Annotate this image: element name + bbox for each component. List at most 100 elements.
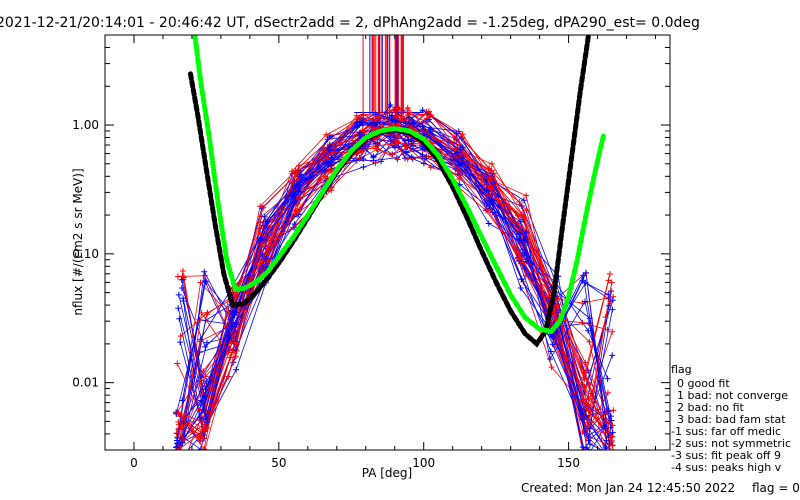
- measurement-point: [178, 284, 185, 291]
- flag-legend-entry: 0 good fit: [677, 377, 730, 390]
- measurement-point: [581, 454, 587, 460]
- measurement-point: [392, 141, 399, 148]
- measurement-point: [179, 267, 186, 274]
- measurement-point: [196, 407, 203, 414]
- measurement-point: [175, 291, 182, 298]
- measurement-point: [198, 309, 205, 316]
- measurement-point: [585, 327, 592, 334]
- measurement-point: [327, 133, 334, 140]
- measurement-point: [201, 450, 207, 456]
- measurement-point: [606, 453, 612, 459]
- measurement-point: [517, 218, 524, 225]
- measurement-point: [602, 314, 609, 321]
- x-axis-label: PA [deg]: [362, 466, 412, 480]
- measurement-point: [605, 463, 611, 469]
- measurement-point: [204, 309, 211, 316]
- measurement-point: [295, 189, 302, 196]
- measurement-point: [605, 420, 612, 427]
- flag-legend-title: flag: [671, 363, 692, 376]
- chart-title: 2021-12-21/20:14:01 - 20:46:42 UT, dSect…: [0, 15, 700, 31]
- measurement-point: [425, 108, 432, 115]
- measurement-point: [175, 453, 181, 459]
- measurement-point: [294, 207, 301, 214]
- measurement-point: [579, 429, 586, 436]
- flag-legend-entry: -4 sus: peaks high v: [671, 461, 782, 474]
- measurement-point: [182, 449, 184, 450]
- data-layer: [173, 35, 617, 469]
- measurement-point: [605, 454, 611, 460]
- measurement-point: [459, 131, 466, 138]
- measurement-point: [606, 270, 613, 277]
- measurement-point: [173, 444, 180, 450]
- measurement-point: [262, 255, 269, 262]
- flag-legend-entry: -1 sus: far off medic: [671, 425, 781, 438]
- measurement-point: [520, 259, 527, 266]
- measurement-point: [608, 454, 614, 460]
- x-tick-label: 50: [271, 456, 286, 470]
- measurement-point: [609, 453, 615, 459]
- measurement-point: [325, 167, 332, 174]
- measurement-point: [357, 132, 364, 139]
- measurement-point: [488, 167, 495, 174]
- measurement-point: [179, 463, 185, 469]
- x-tick-label: 0: [130, 456, 138, 470]
- measurement-point: [419, 107, 426, 114]
- measurement-point: [586, 381, 593, 388]
- measurement-point: [370, 157, 377, 164]
- measurement-point: [583, 269, 590, 276]
- y-axis-label: nflux [#/(cm2 s sr MeV)]: [71, 168, 85, 315]
- measurement-point: [290, 191, 297, 198]
- measurement-point: [261, 213, 268, 220]
- plot-frame: [104, 34, 671, 451]
- measurement-point: [201, 446, 208, 450]
- measurement-point: [456, 176, 463, 183]
- measurement-point: [290, 224, 297, 231]
- measurement-point: [608, 288, 615, 295]
- measurement-point: [405, 109, 412, 116]
- flag-legend: flag 0 good fit 1 bad: not converge 2 ba…: [671, 363, 791, 474]
- y-tick-label: 1.00: [72, 118, 99, 132]
- measurement-point: [359, 121, 366, 128]
- measurement-point: [609, 442, 616, 449]
- measurement-point: [488, 160, 495, 167]
- measurement-point: [403, 143, 410, 150]
- measurement-point: [421, 118, 428, 125]
- measurement-point: [426, 116, 433, 123]
- measurement-point: [177, 339, 184, 346]
- measurement-point: [488, 197, 495, 204]
- measurement-point: [523, 192, 530, 199]
- measurement-point: [174, 409, 181, 416]
- measurement-point: [227, 354, 234, 361]
- measurement-point: [225, 373, 232, 380]
- measurement-point: [610, 407, 617, 414]
- measurement-point: [520, 213, 527, 220]
- measurement-point: [197, 430, 204, 437]
- measurement-point: [265, 257, 272, 264]
- measurement-point: [458, 155, 465, 162]
- measurement-point: [548, 364, 555, 371]
- measurement-point: [174, 453, 180, 459]
- measurement-point: [174, 273, 181, 280]
- measurement-point: [387, 102, 394, 109]
- measurement-point: [550, 334, 557, 341]
- measurement-point: [370, 119, 377, 126]
- measurement-point: [457, 146, 464, 153]
- measurement-point: [233, 366, 240, 373]
- measurement-point: [404, 156, 411, 163]
- measurement-point: [487, 174, 494, 181]
- measurement-point: [602, 450, 608, 456]
- measurement-point: [178, 276, 185, 283]
- measurement-point: [176, 315, 183, 322]
- measurement-point: [353, 123, 360, 130]
- flag-legend-entry: 2 bad: no fit: [677, 401, 745, 414]
- measurement-line: [178, 122, 607, 441]
- measurement-point: [454, 149, 461, 156]
- measurement-point: [360, 112, 367, 119]
- measurement-point: [201, 272, 208, 279]
- measurement-point: [603, 445, 610, 450]
- measurement-point: [201, 268, 208, 275]
- measurement-point: [353, 112, 360, 119]
- measurement-point: [517, 285, 524, 292]
- measurement-point: [175, 419, 182, 426]
